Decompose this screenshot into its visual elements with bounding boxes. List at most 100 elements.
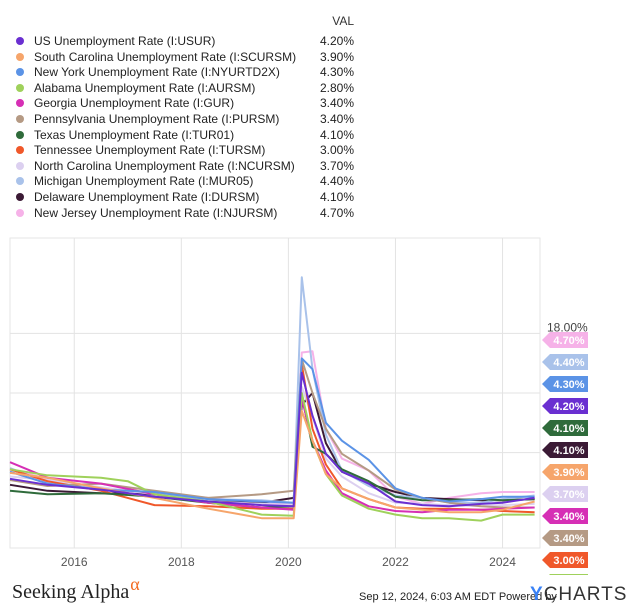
value-tag: 3.90%: [542, 464, 588, 480]
legend-item: New Jersey Unemployment Rate (I:NJURSM) 4…: [14, 205, 354, 221]
chart-footer: Seeking Alphaα Sep 12, 2024, 6:03 AM EDT…: [0, 574, 635, 609]
legend-value: 3.70%: [319, 158, 354, 173]
legend-color-dot: [16, 99, 24, 108]
value-tag-background: [542, 376, 588, 392]
series-line: [9, 409, 535, 520]
value-tag: 2.80%: [549, 574, 588, 575]
legend-color-dot: [16, 37, 24, 45]
seeking-alpha-wordmark: Seeking Alpha: [12, 581, 130, 603]
value-tag-background: [542, 508, 588, 524]
chart-axes: 18.00% 2016 2018 2020 2022 2024: [61, 320, 588, 569]
value-tag-label: 4.40%: [553, 357, 584, 369]
legend-item: Alabama Unemployment Rate (I:AURSM) 2.80%: [14, 80, 354, 96]
value-tag-background: [542, 442, 588, 458]
legend-item: Delaware Unemployment Rate (I:DURSM) 4.10…: [14, 189, 354, 205]
legend-color-dot: [16, 161, 24, 170]
value-tag-background: [542, 464, 588, 480]
value-tag-background: [542, 354, 588, 370]
legend-color-dot: [16, 115, 24, 123]
legend-value: 4.70%: [319, 205, 354, 220]
value-tag-background: [542, 332, 588, 348]
series-line: [9, 398, 535, 514]
value-tag-label: 4.10%: [553, 423, 584, 435]
value-tag-label: 4.70%: [553, 335, 584, 347]
value-tag: 4.20%: [542, 398, 588, 414]
chart-series: [9, 276, 535, 522]
legend-item: US Unemployment Rate (I:USUR) 4.20%: [14, 33, 354, 49]
value-tag-background: [542, 486, 588, 502]
value-tag-label: 4.30%: [553, 379, 584, 391]
legend-color-dot: [16, 208, 24, 217]
legend-item: Texas Unemployment Rate (I:TUR01) 4.10%: [14, 127, 354, 143]
legend-value: 4.20%: [319, 34, 354, 48]
legend-label: South Carolina Unemployment Rate (I:SCUR…: [34, 49, 297, 64]
legend-color-dot: [16, 177, 24, 186]
x-tick-label: 2020: [275, 555, 302, 569]
value-tag: 4.10%: [542, 420, 588, 436]
value-tag-label: 3.40%: [553, 511, 584, 523]
value-tag-label: 4.20%: [553, 401, 584, 413]
value-tag: 4.10%: [542, 442, 588, 458]
x-tick-label: 2024: [489, 555, 516, 569]
legend-value: 4.40%: [319, 174, 354, 189]
value-tag: 3.00%: [542, 552, 588, 568]
legend-label: New York Unemployment Rate (I:NYURTD2X): [34, 65, 280, 80]
value-tag-background: [542, 530, 588, 546]
value-tag: 4.70%: [542, 332, 588, 348]
value-tag-background: [542, 398, 588, 414]
legend-item: Pennsylvania Unemployment Rate (I:PURSM)…: [14, 111, 354, 127]
legend-label: US Unemployment Rate (I:USUR): [34, 34, 216, 48]
y-tick-label: 18.00%: [547, 320, 588, 334]
legend-val-header: VAL: [332, 14, 354, 28]
chart-gridlines: [9, 237, 541, 549]
legend-value: 3.40%: [319, 112, 354, 126]
alpha-symbol: α: [130, 574, 140, 594]
line-chart: 4.70% 4.40% 4.30% 4.20% 4.10% 4.10% 3.90% 3.70%…: [9, 237, 588, 575]
ycharts-y-mark: Y: [530, 584, 544, 605]
x-tick-label: 2018: [168, 555, 195, 569]
legend-label: Pennsylvania Unemployment Rate (I:PURSM): [34, 112, 280, 126]
legend-label: Alabama Unemployment Rate (I:AURSM): [34, 80, 256, 95]
seeking-alpha-logo: Seeking Alphaα: [12, 574, 140, 604]
value-tag-label: 4.10%: [553, 445, 584, 457]
legend-value: 3.00%: [319, 143, 354, 158]
legend-value: 4.30%: [319, 65, 354, 80]
series-line: [9, 350, 535, 505]
legend-label: New Jersey Unemployment Rate (I:NJURSM): [34, 205, 278, 220]
value-tag: 4.30%: [542, 376, 588, 392]
value-tag-background: [549, 574, 588, 575]
legend-value: 3.90%: [319, 49, 354, 64]
chart-value-tags: 4.70% 4.40% 4.30% 4.20% 4.10% 4.10% 3.90% 3.70%…: [542, 332, 588, 575]
series-line: [9, 363, 535, 514]
legend-item: Michigan Unemployment Rate (I:MUR05) 4.40…: [14, 173, 354, 189]
legend-color-dot: [16, 193, 24, 201]
value-tag: 3.70%: [542, 486, 588, 502]
legend-header: VAL: [14, 14, 354, 32]
value-tag-background: [542, 420, 588, 436]
value-tag-label: 3.40%: [553, 533, 584, 545]
legend-item: North Carolina Unemployment Rate (I:NCUR…: [14, 158, 354, 174]
value-tag: 3.40%: [542, 508, 588, 524]
value-tag-label: 3.00%: [553, 555, 584, 567]
legend-value: 3.40%: [319, 96, 354, 111]
ycharts-wordmark: CHARTS: [543, 584, 628, 605]
chart-attribution: Sep 12, 2024, 6:03 AM EDT Powered by: [359, 591, 557, 603]
legend-item: New York Unemployment Rate (I:NYURTD2X) 4…: [14, 64, 354, 80]
series-line: [9, 371, 535, 508]
legend-label: Tennessee Unemployment Rate (I:TURSM): [34, 143, 266, 158]
x-tick-label: 2016: [61, 555, 88, 569]
series-line: [9, 357, 535, 504]
legend-label: North Carolina Unemployment Rate (I:NCUR…: [34, 158, 295, 173]
legend-label: Michigan Unemployment Rate (I:MUR05): [34, 174, 254, 189]
value-tag-label: 3.90%: [553, 467, 584, 479]
value-tag: 4.40%: [542, 354, 588, 370]
legend-label: Texas Unemployment Rate (I:TUR01): [34, 127, 235, 142]
series-line: [9, 276, 535, 504]
series-line: [9, 394, 535, 509]
legend-color-dot: [16, 83, 24, 92]
legend-color-dot: [16, 130, 24, 139]
legend-item: South Carolina Unemployment Rate (I:SCUR…: [14, 49, 354, 65]
legend-color-dot: [16, 146, 24, 155]
legend-label: Delaware Unemployment Rate (I:DURSM): [34, 190, 260, 204]
value-tag-label: 3.70%: [553, 489, 584, 501]
